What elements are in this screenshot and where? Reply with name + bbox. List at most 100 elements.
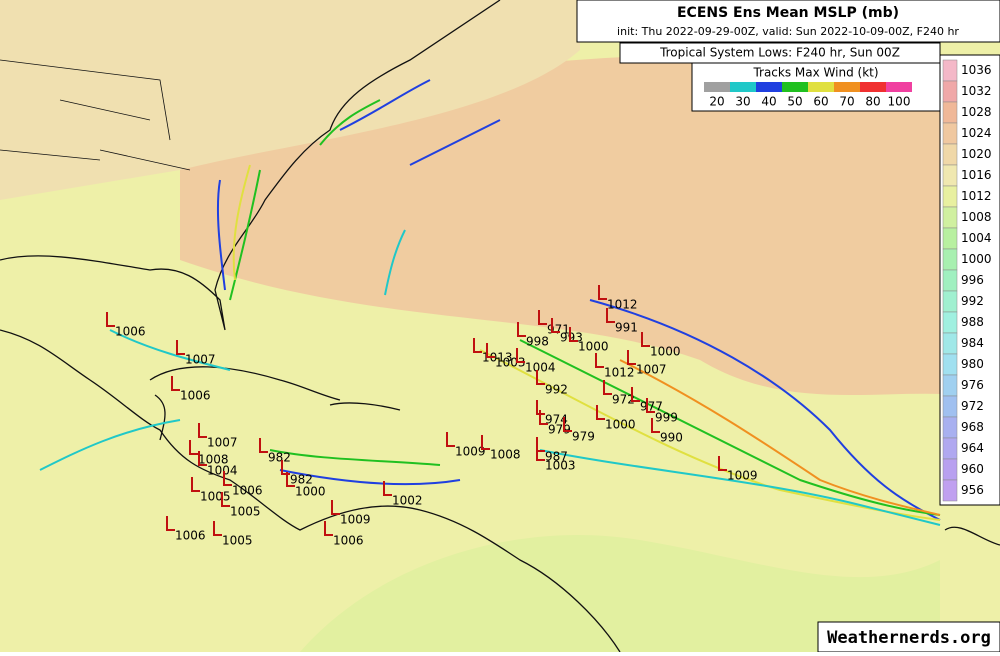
low-label: 972: [612, 393, 635, 407]
low-marker: [324, 521, 333, 536]
colorbar-swatch: [942, 248, 958, 271]
low-label: 1003: [545, 459, 576, 473]
colorbar-label: 972: [961, 399, 984, 413]
colorbar-label: 964: [961, 441, 984, 455]
low-label: 990: [660, 431, 683, 445]
low-label: 1000: [295, 485, 326, 499]
colorbar-swatch: [942, 101, 958, 124]
track: [619, 359, 941, 516]
low-marker: [189, 440, 198, 455]
wind-swatch: [730, 82, 756, 92]
colorbar-label: 1028: [961, 105, 992, 119]
colorbar-swatch: [942, 59, 958, 82]
track: [339, 79, 431, 131]
low-marker: [627, 350, 636, 365]
low-marker: [718, 456, 727, 471]
low-marker: [166, 516, 175, 531]
low-marker: [221, 492, 230, 507]
wind-label: 100: [888, 95, 911, 109]
wind-label: 80: [865, 95, 880, 109]
low-marker: [286, 472, 295, 487]
low-label: 1000: [650, 345, 681, 359]
colorbar-label: 992: [961, 294, 984, 308]
low-marker: [606, 308, 615, 323]
colorbar-swatch: [942, 164, 958, 187]
low-label: 999: [655, 411, 678, 425]
colorbar: 1036 1032 1028 1024 1020 1016 1012 1008 1004 1000…: [942, 59, 992, 502]
low-marker: [331, 500, 340, 515]
low-marker: [598, 285, 607, 300]
low-marker: [106, 312, 115, 327]
low-label: 1012: [604, 366, 635, 380]
track: [539, 449, 941, 526]
colorbar-swatch: [942, 206, 958, 229]
track: [232, 164, 251, 281]
low-label: 1009: [340, 513, 371, 527]
track: [519, 339, 941, 516]
coastline: [0, 0, 501, 331]
colorbar-swatch: [942, 269, 958, 292]
subtitle: init: Thu 2022-09-29-00Z, valid: Sun 202…: [617, 25, 959, 38]
low-label: 977: [640, 400, 663, 414]
wind-legend-title: Tracks Max Wind (kt): [752, 66, 878, 80]
low-marker: [223, 471, 232, 486]
colorbar-label: 976: [961, 378, 984, 392]
colorbar-label: 1020: [961, 147, 992, 161]
low-marker: [536, 370, 545, 385]
low-marker: [446, 432, 455, 447]
colorbar-swatch: [942, 479, 958, 502]
low-label: 1006: [175, 529, 206, 543]
low-label: 1007: [636, 363, 667, 377]
pressure-area: [0, 0, 580, 200]
wind-scale: 20 30 40 50 60 70 80 100: [704, 82, 912, 109]
colorbar-label: 988: [961, 315, 984, 329]
colorbar-label: 1032: [961, 84, 992, 98]
track: [216, 179, 226, 291]
colorbar-swatch: [942, 185, 958, 208]
low-label: 982: [290, 473, 313, 487]
low-label: 1005: [222, 534, 253, 548]
pressure-area: [300, 534, 940, 652]
low-label: 1000: [605, 418, 636, 432]
colorbar-label: 980: [961, 357, 984, 371]
colorbar-swatch: [942, 80, 958, 103]
coastline: [944, 526, 1000, 546]
low-label: 1004: [207, 464, 238, 478]
colorbar-swatch: [942, 395, 958, 418]
low-marker: [517, 322, 526, 337]
low-label: 1008: [198, 453, 229, 467]
colorbar-label: 1024: [961, 126, 992, 140]
low-marker: [538, 310, 547, 325]
watermark: Weathernerds.org: [827, 628, 991, 648]
low-label: 1009: [727, 469, 758, 483]
wind-label: 20: [709, 95, 724, 109]
colorbar-label: 960: [961, 462, 984, 476]
colorbar-swatch: [942, 332, 958, 355]
track: [589, 299, 941, 521]
colorbar-swatch: [942, 437, 958, 460]
low-label: 1005: [230, 505, 261, 519]
wind-swatch: [704, 82, 730, 92]
low-label: 1006: [232, 484, 263, 498]
low-label: 987: [545, 450, 568, 464]
title: ECENS Ens Mean MSLP (mb): [677, 5, 899, 21]
colorbar-swatch: [942, 143, 958, 166]
low-marker: [536, 446, 545, 461]
low-marker: [176, 340, 185, 355]
low-marker: [171, 376, 180, 391]
low-label: 1000: [578, 340, 609, 354]
low-label: 998: [526, 335, 549, 349]
watermark-box: [817, 621, 1000, 653]
wind-swatch: [782, 82, 808, 92]
low-marker: [646, 398, 655, 413]
colorbar-label: 996: [961, 273, 984, 287]
low-label: 1006: [115, 325, 146, 339]
colorbar-label: 956: [961, 483, 984, 497]
wind-label: 30: [735, 95, 750, 109]
wind-label: 50: [787, 95, 802, 109]
low-marker: [259, 438, 268, 453]
coastline: [149, 366, 341, 401]
colorbar-label: 1008: [961, 210, 992, 224]
